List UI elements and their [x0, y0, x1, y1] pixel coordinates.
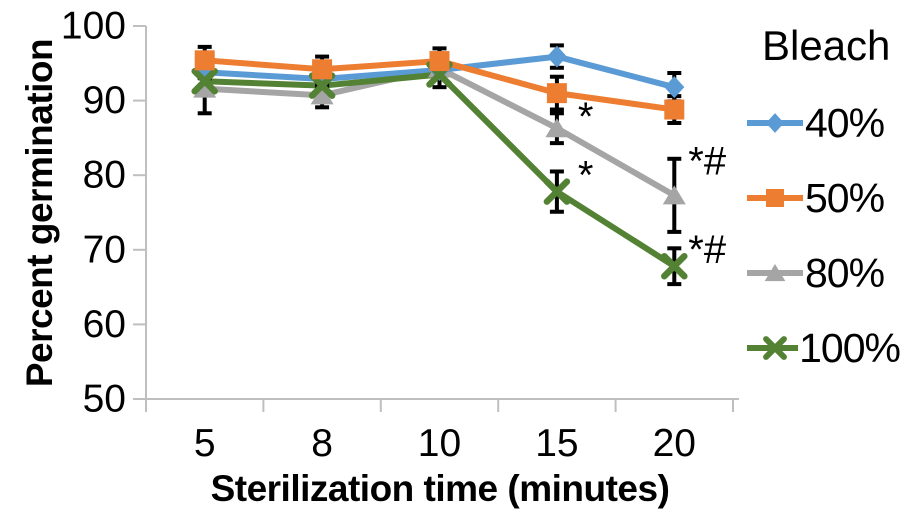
y-tick-label: 80	[83, 154, 126, 197]
significance-annotation: *#	[688, 228, 727, 272]
x-tick-label: 10	[418, 422, 461, 465]
significance-annotation: *#	[688, 139, 727, 183]
legend-items: 40% 50% 80% 100%	[746, 99, 900, 371]
y-tick-label: 70	[83, 228, 126, 271]
series-line-100%	[201, 71, 678, 270]
square-marker	[429, 51, 450, 72]
diamond-marker	[546, 45, 567, 68]
x-tick-label: 5	[194, 422, 216, 465]
diamond-marker	[766, 113, 784, 134]
square-marker	[766, 189, 784, 208]
legend-item-80%: 80%	[746, 249, 900, 296]
triangle-marker	[310, 85, 334, 105]
square-marker	[546, 83, 567, 104]
legend-item-40%: 40%	[746, 99, 900, 146]
x-marker	[191, 67, 218, 95]
x-marker	[543, 178, 571, 205]
x-marker	[763, 336, 787, 361]
y-tick-label: 90	[83, 79, 126, 122]
x-marker	[661, 252, 688, 280]
square-marker	[312, 59, 333, 80]
y-tick-label: 60	[83, 303, 126, 346]
legend-item-100%: 100%	[746, 324, 900, 371]
legend: Bleach 40% 50% 80% 100%	[746, 22, 900, 371]
x-tick-label: 20	[653, 422, 696, 465]
square-marker	[194, 50, 215, 71]
x-axis-title: Sterilization time (minutes)	[210, 468, 670, 509]
legend-item-50%: 50%	[746, 174, 900, 221]
triangle-marker	[662, 185, 686, 205]
legend-label: 40%	[805, 99, 885, 146]
y-tick-label: 50	[83, 378, 126, 421]
significance-annotation: *	[578, 95, 594, 139]
significance-annotation: *	[578, 154, 594, 198]
legend-title: Bleach	[762, 22, 891, 69]
y-axis-title: Percent germination	[19, 38, 60, 388]
legend-marker-square-icon	[747, 189, 803, 208]
y-tick-label: 100	[61, 5, 126, 48]
legend-marker-triangle-icon	[747, 264, 803, 282]
legend-label: 80%	[805, 249, 885, 296]
triangle-marker	[764, 264, 786, 282]
legend-marker-x-icon	[747, 336, 799, 361]
triangle-marker	[545, 118, 569, 138]
triangle-marker	[193, 78, 217, 98]
x-tick-label: 15	[535, 422, 578, 465]
x-tick-label: 8	[311, 422, 333, 465]
legend-label: 50%	[805, 174, 885, 221]
square-marker	[664, 99, 685, 120]
diamond-marker	[664, 76, 685, 99]
legend-marker-diamond-icon	[747, 113, 803, 134]
legend-label: 100%	[799, 324, 900, 371]
